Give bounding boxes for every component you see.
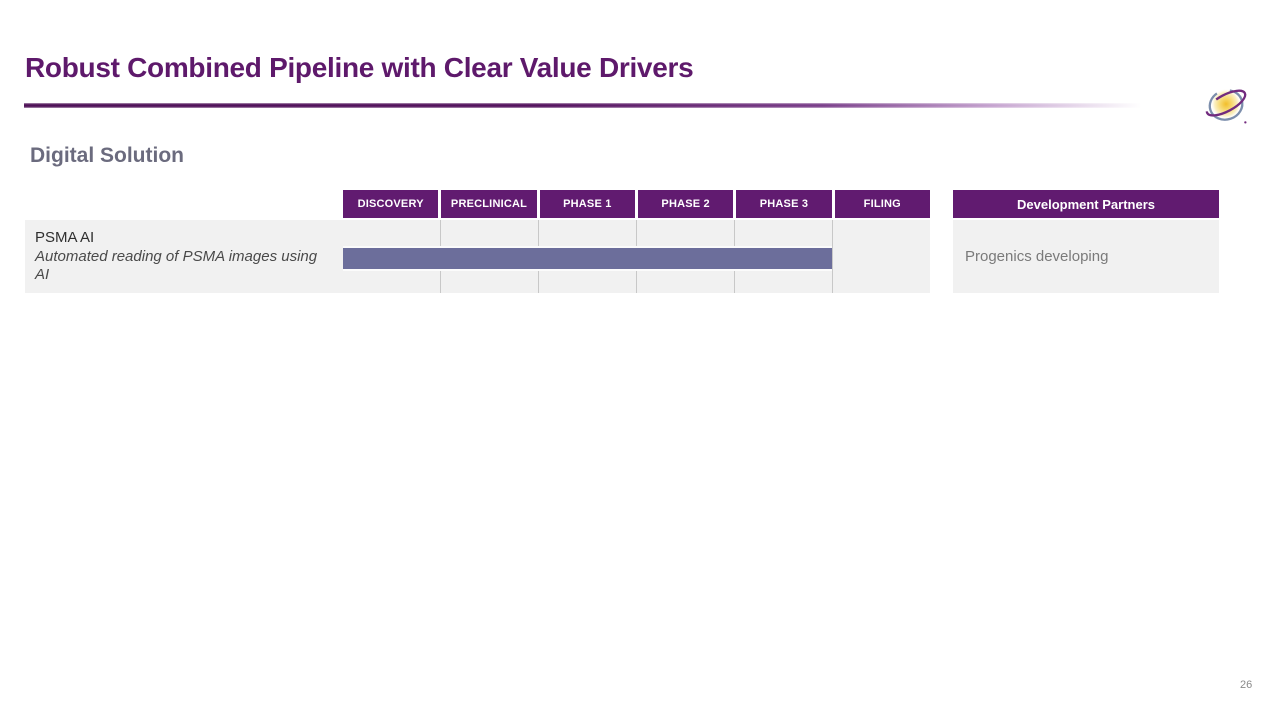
grid-divider — [832, 220, 833, 293]
stage-header-phase2: PHASE 2 — [637, 190, 734, 218]
stage-header-filing: FILING — [834, 190, 930, 218]
grid-row-divider — [343, 269, 832, 271]
orbit-sun-logo-icon — [1205, 88, 1247, 124]
program-name: PSMA AI — [35, 229, 95, 246]
page-title: Robust Combined Pipeline with Clear Valu… — [25, 52, 694, 83]
page-number: 26 — [1240, 679, 1253, 691]
title-accent-rule — [24, 103, 1164, 108]
grid-row-divider — [343, 246, 832, 248]
stage-header-discovery: DISCOVERY — [343, 190, 439, 218]
development-partners-header: Development Partners — [953, 190, 1219, 218]
pipeline-grid — [343, 220, 930, 293]
pipeline-progress-bar — [343, 248, 832, 269]
stage-header-preclinical: PRECLINICAL — [441, 190, 537, 218]
development-partner-cell: Progenics developing — [953, 220, 1219, 293]
section-heading: Digital Solution — [30, 144, 184, 167]
program-description: Automated reading of PSMA images using A… — [35, 248, 318, 283]
pipeline-row-label: PSMA AI Automated reading of PSMA images… — [25, 220, 343, 293]
stage-header-phase3: PHASE 3 — [736, 190, 832, 218]
stage-header-phase1: PHASE 1 — [539, 190, 635, 218]
pipeline-stage-header-row: DISCOVERY PRECLINICAL PHASE 1 PHASE 2 PH… — [343, 190, 930, 218]
